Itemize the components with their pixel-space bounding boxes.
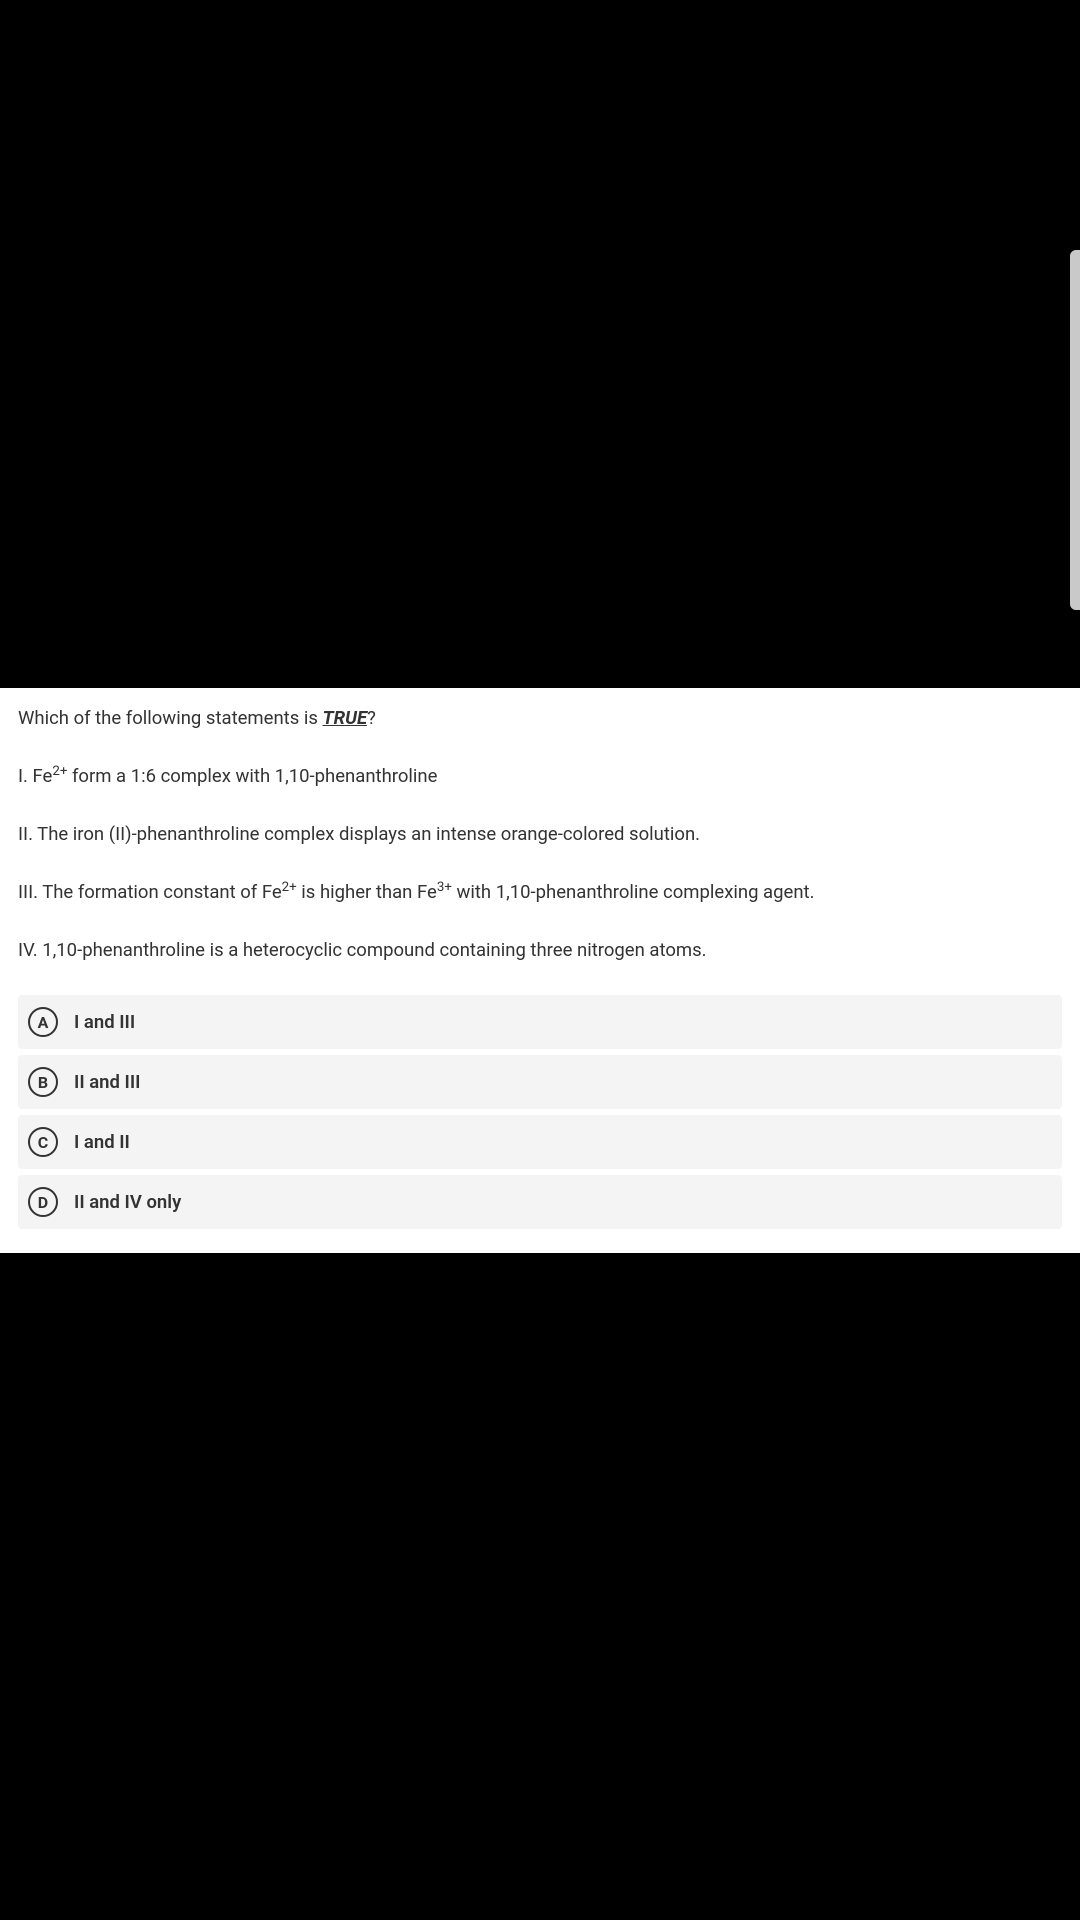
option-b[interactable]: B II and III [18, 1055, 1062, 1109]
statement-1: I. Fe2+ form a 1:6 complex with 1,10-phe… [18, 764, 1062, 790]
statement-3-sup1: 2+ [282, 880, 297, 895]
statement-3: III. The formation constant of Fe2+ is h… [18, 880, 1062, 906]
option-a[interactable]: A I and III [18, 995, 1062, 1049]
option-letter-d: D [28, 1187, 58, 1217]
option-text-d: II and IV only [74, 1191, 181, 1213]
question-suffix: ? [367, 707, 376, 729]
question-emphasis: TRUE [323, 707, 368, 729]
statement-3-prefix: III. The formation constant of Fe [18, 881, 282, 903]
statement-3-sup2: 3+ [437, 880, 452, 895]
option-letter-a: A [28, 1007, 58, 1037]
option-letter-b: B [28, 1067, 58, 1097]
statement-3-mid: is higher than Fe [297, 881, 437, 903]
statement-1-sup: 2+ [52, 764, 67, 779]
option-c[interactable]: C I and II [18, 1115, 1062, 1169]
statement-3-suffix: with 1,10-phenanthroline complexing agen… [452, 881, 815, 903]
question-prefix: Which of the following statements is [18, 707, 323, 729]
option-text-c: I and II [74, 1131, 130, 1153]
question-panel: Which of the following statements is TRU… [0, 688, 1080, 1253]
statement-1-prefix: I. Fe [18, 765, 52, 787]
option-text-b: II and III [74, 1071, 140, 1093]
options-list: A I and III B II and III C I and II D II… [18, 995, 1062, 1229]
statement-2: II. The iron (II)-phenanthroline complex… [18, 822, 1062, 848]
option-letter-c: C [28, 1127, 58, 1157]
statement-1-suffix: form a 1:6 complex with 1,10-phenanthrol… [67, 765, 437, 787]
option-d[interactable]: D II and IV only [18, 1175, 1062, 1229]
option-text-a: I and III [74, 1011, 135, 1033]
scrollbar-track[interactable] [1070, 250, 1080, 610]
statement-4: IV. 1,10-phenanthroline is a heterocycli… [18, 938, 1062, 964]
question-prompt: Which of the following statements is TRU… [18, 706, 1062, 732]
